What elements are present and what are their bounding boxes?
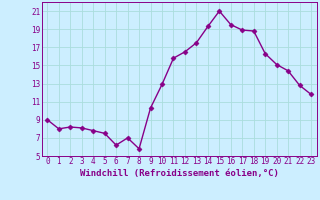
X-axis label: Windchill (Refroidissement éolien,°C): Windchill (Refroidissement éolien,°C) [80, 169, 279, 178]
